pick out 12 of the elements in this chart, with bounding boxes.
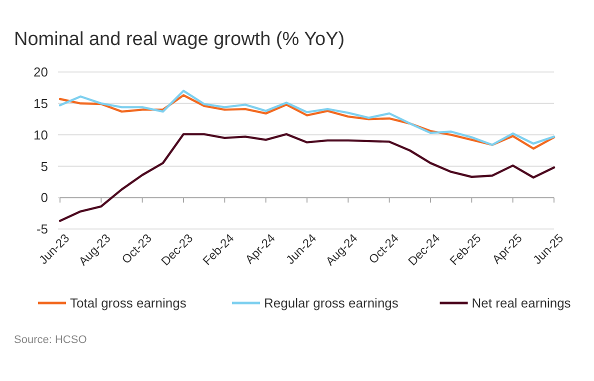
y-tick-label: 20 (34, 64, 48, 80)
y-tick-label: 10 (34, 127, 48, 142)
y-tick-label: -5 (36, 222, 48, 237)
line-series (58, 133, 556, 222)
y-tick-label: 5 (40, 158, 48, 174)
legend-label: Total gross earnings (70, 296, 187, 311)
y-tick-label: 15 (34, 96, 48, 111)
legend-label: Regular gross earnings (264, 296, 399, 311)
chart-title: Nominal and real wage growth (% YoY) (14, 29, 345, 50)
y-tick-label: 0 (40, 190, 48, 206)
legend-label: Net real earnings (472, 296, 572, 311)
source-note: Source: HCSO (14, 334, 88, 346)
